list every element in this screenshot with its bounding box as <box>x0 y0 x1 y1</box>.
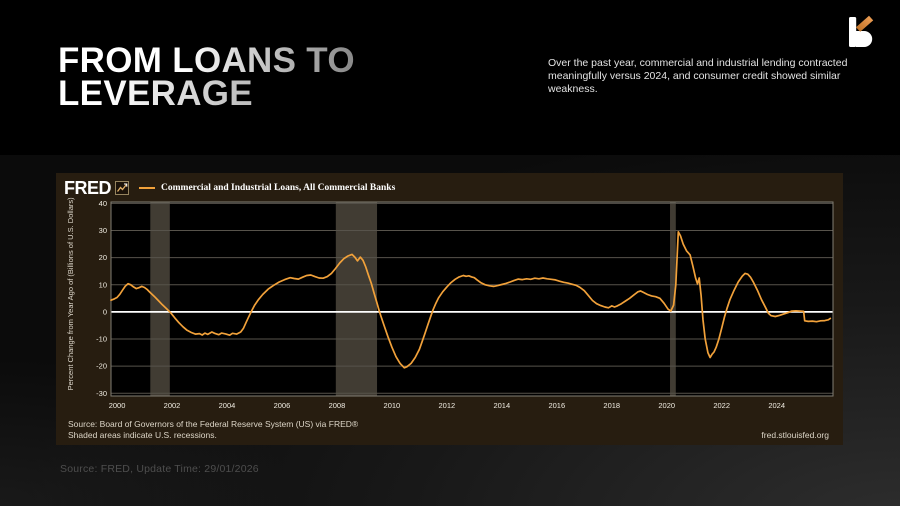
y-tick-label: -10 <box>96 335 107 344</box>
recession-band <box>335 202 378 396</box>
x-tick-label: 2004 <box>219 401 236 410</box>
chart-source-line2: Shaded areas indicate U.S. recessions. <box>68 430 217 440</box>
x-tick-label: 2020 <box>658 401 675 410</box>
x-tick-label: 2014 <box>493 401 510 410</box>
legend-line-swatch <box>139 186 155 190</box>
logo-stem <box>849 17 857 47</box>
x-tick-label: 2022 <box>713 401 730 410</box>
recession-band <box>670 202 676 396</box>
slide-footer: Source: FRED, Update Time: 29/01/2026 <box>60 463 259 475</box>
y-tick-label: -20 <box>96 362 107 371</box>
x-tick-label: 2010 <box>384 401 401 410</box>
page-title: FROM LOANS TO LEVERAGE <box>58 41 355 113</box>
y-tick-label: 10 <box>99 280 107 289</box>
x-tick-label: 2000 <box>109 401 126 410</box>
y-tick-label: -30 <box>96 389 107 398</box>
x-tick-label: 2012 <box>439 401 456 410</box>
fred-site-link[interactable]: fred.stlouisfed.org <box>761 430 829 440</box>
x-tick-label: 2008 <box>329 401 346 410</box>
y-tick-label: 40 <box>99 199 107 208</box>
plot-border <box>110 201 834 397</box>
y-tick-label: 20 <box>99 253 107 262</box>
y-tick-label: 0 <box>103 307 107 316</box>
ci-loans-line <box>110 230 832 369</box>
x-tick-label: 2018 <box>603 401 620 410</box>
chart-header: FRED Commercial and Industrial Loans, Al… <box>64 177 396 198</box>
title-line-2: LEVERAGE <box>58 74 253 113</box>
x-tick-label: 2024 <box>768 401 785 410</box>
slide-description: Over the past year, commercial and indus… <box>548 57 848 95</box>
legend-label: Commercial and Industrial Loans, All Com… <box>161 183 396 193</box>
title-line-1: FROM LOANS TO <box>58 41 355 80</box>
plot-background <box>111 202 833 396</box>
x-tick-label: 2006 <box>274 401 291 410</box>
logo-bowl <box>856 31 873 47</box>
brand-b-logo-icon <box>849 15 874 47</box>
fred-chart-panel: FRED Commercial and Industrial Loans, Al… <box>56 173 843 445</box>
chart-source-line1: Source: Board of Governors of the Federa… <box>68 419 359 429</box>
chart-source-note: Source: Board of Governors of the Federa… <box>68 419 358 441</box>
logo-orange-slash <box>856 15 874 32</box>
fred-sparkline-icon <box>115 181 129 195</box>
recession-band <box>150 202 170 396</box>
x-tick-label: 2016 <box>548 401 565 410</box>
x-tick-label: 2002 <box>164 401 181 410</box>
fred-logo: FRED <box>64 177 112 198</box>
y-tick-label: 30 <box>99 226 107 235</box>
